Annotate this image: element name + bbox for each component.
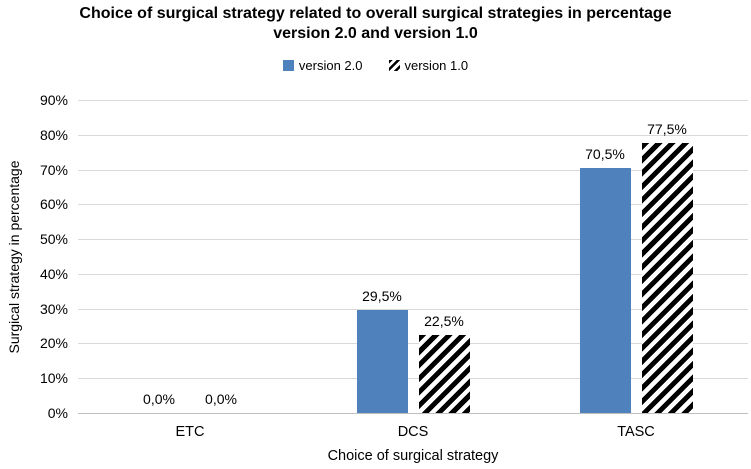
legend-item-version-1-0: version 1.0 (388, 57, 469, 73)
chart-title: Choice of surgical strategy related to o… (79, 5, 672, 42)
y-tick-label: 80% (39, 127, 68, 143)
y-tick-label: 60% (39, 196, 68, 212)
data-label-version-1-0-etc: 0,0% (205, 391, 237, 407)
y-tick-label: 0% (47, 405, 68, 421)
data-label-version-2-0-etc: 0,0% (143, 391, 175, 407)
y-tick-label: 90% (39, 92, 68, 108)
x-tick-label-dcs: DCS (397, 424, 429, 440)
y-tick-label: 10% (39, 370, 68, 386)
legend-label: version 2.0 (298, 57, 363, 73)
bar-version-1-0-tasc (642, 143, 693, 413)
legend-label: version 1.0 (404, 57, 469, 73)
y-tick-label: 70% (39, 162, 68, 178)
gridline (78, 378, 748, 379)
x-axis-line (78, 413, 748, 414)
gridline (78, 309, 748, 310)
y-axis-title: Surgical strategy in percentage (6, 160, 22, 354)
data-label-version-2-0-tasc: 70,5% (585, 146, 625, 162)
gridline (78, 100, 748, 101)
bar-version-1-0-dcs (419, 335, 470, 413)
bar-version-2-0-tasc (580, 168, 631, 413)
y-tick-label: 20% (39, 335, 68, 351)
legend-item-version-2-0: version 2.0 (282, 57, 363, 73)
x-tick-label-tasc: TASC (617, 424, 655, 440)
gridline (78, 343, 748, 344)
data-label-version-1-0-dcs: 22,5% (424, 313, 464, 329)
gridline (78, 204, 748, 205)
hatch-swatch-icon (388, 59, 400, 71)
y-tick-label: 50% (39, 231, 68, 247)
gridline (78, 135, 748, 136)
solid-swatch-icon (282, 59, 294, 71)
data-label-version-2-0-dcs: 29,5% (362, 288, 402, 304)
y-tick-label: 40% (39, 266, 68, 282)
x-tick-label-etc: ETC (175, 424, 205, 440)
gridline (78, 274, 748, 275)
gridline (78, 239, 748, 240)
data-label-version-1-0-tasc: 77,5% (647, 121, 687, 137)
y-tick-label: 30% (39, 301, 68, 317)
gridline (78, 170, 748, 171)
x-axis-title: Choice of surgical strategy (327, 448, 499, 464)
chart-legend: version 2.0 version 1.0 (0, 56, 751, 74)
bar-version-2-0-dcs (357, 310, 408, 413)
